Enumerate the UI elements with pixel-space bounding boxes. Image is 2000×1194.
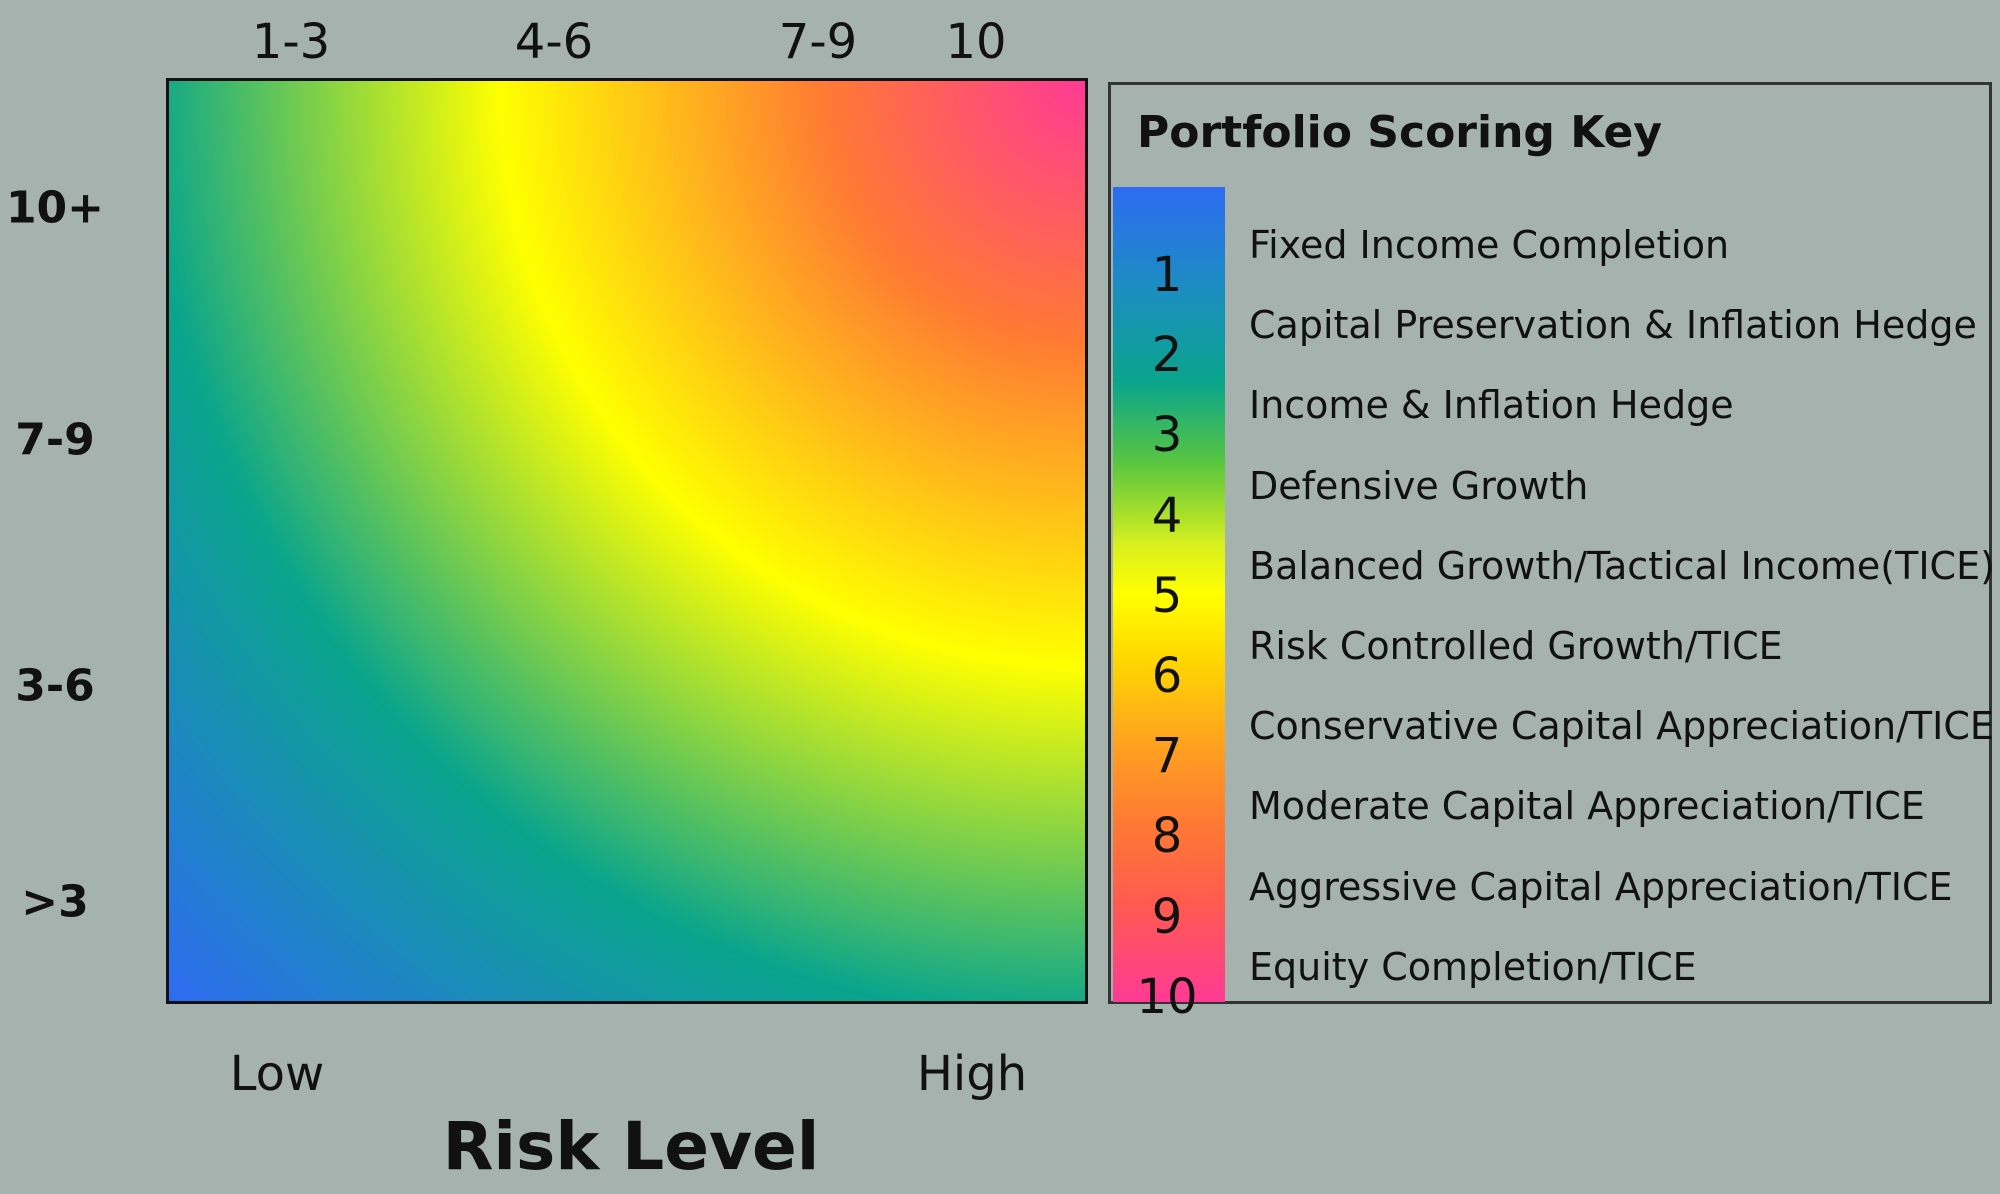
heatmap-gradient-svg (169, 81, 1085, 1001)
legend-label: Capital Preservation & Inflation Hedge (1249, 303, 1977, 348)
scoring-key-legend: Portfolio Scoring Key 1 Fixed Income Comp… (1108, 82, 1995, 1025)
x-tick-top: 10 (945, 14, 1007, 70)
legend-score: 2 (1151, 327, 1183, 384)
x-tick-top: 7-9 (778, 14, 858, 70)
legend-score: 10 (1136, 968, 1198, 1025)
legend-label: Income & Inflation Hedge (1249, 383, 1734, 428)
legend-score: 5 (1151, 567, 1183, 624)
risk-heatmap (166, 78, 1088, 1004)
legend-score: 4 (1151, 487, 1183, 544)
legend-label: Moderate Capital Appreciation/TICE (1249, 784, 1925, 829)
legend-title: Portfolio Scoring Key (1137, 107, 1663, 158)
legend-score: 7 (1151, 728, 1183, 785)
y-tick: 10+ (5, 182, 105, 234)
legend-label: Defensive Growth (1249, 463, 1589, 508)
legend-score: 6 (1151, 648, 1183, 704)
legend-label: Risk Controlled Growth/TICE (1249, 624, 1783, 668)
x-low-label: Low (229, 1046, 325, 1102)
legend-label: Conservative Capital Appreciation/TICE (1249, 704, 1994, 749)
legend-label: Aggressive Capital Appreciation/TICE (1249, 864, 1953, 909)
legend-score: 3 (1151, 407, 1183, 464)
y-tick: 3-6 (15, 660, 95, 712)
y-tick: >3 (21, 876, 89, 928)
legend-score: 9 (1151, 888, 1183, 945)
x-tick-top: 1-3 (251, 14, 331, 70)
heatmap-field (169, 81, 1085, 1001)
legend-label: Balanced Growth/Tactical Income(TICE) (1249, 543, 1995, 588)
x-axis-title: Risk Level (442, 1108, 820, 1185)
x-high-label: High (916, 1046, 1028, 1102)
legend-score: 8 (1151, 808, 1183, 865)
x-tick-top: 4-6 (514, 14, 594, 70)
legend-score: 1 (1151, 247, 1183, 303)
legend-color-bar (1113, 187, 1225, 1002)
y-tick: 7-9 (15, 414, 95, 466)
legend-label: Equity Completion/TICE (1249, 944, 1697, 989)
legend-label: Fixed Income Completion (1249, 223, 1730, 267)
